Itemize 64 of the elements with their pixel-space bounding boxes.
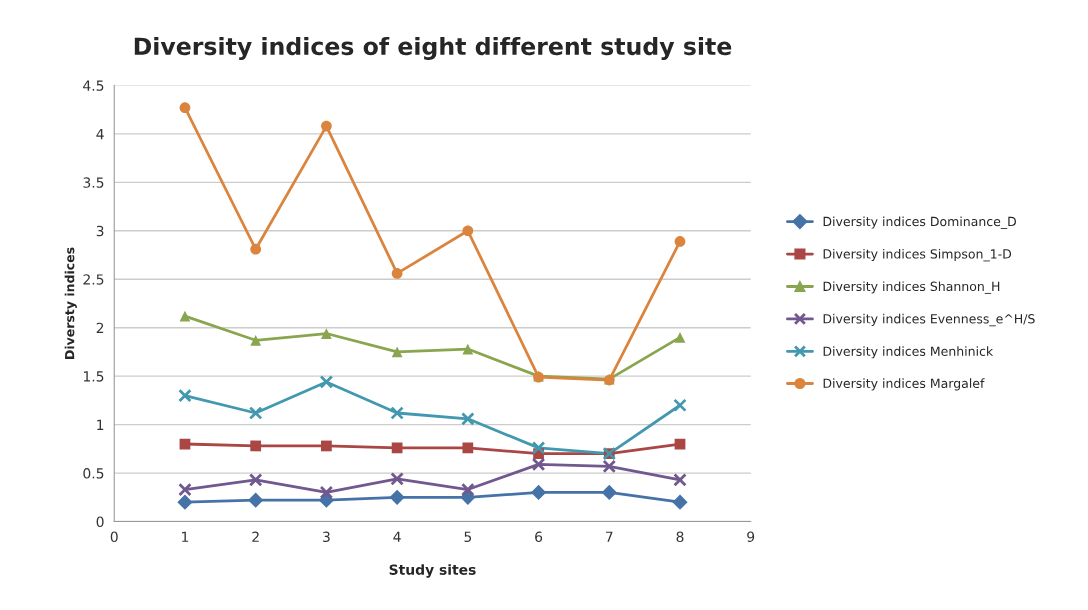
- y-tick-label: 3: [96, 225, 104, 237]
- x-tick-label: 4: [393, 531, 401, 542]
- point: [673, 473, 687, 487]
- legend-label: Diversity indices Menhinick: [823, 346, 994, 359]
- legend-label: Diversity indices Margalef: [823, 378, 985, 391]
- x-tick-label: 5: [464, 531, 472, 543]
- legend-label: Diversity indices Dominance_D: [823, 216, 1016, 229]
- legend-label: Diversity indices Evenness_e^H/S: [823, 313, 1035, 327]
- point: [321, 120, 332, 132]
- y-tick-label: 2: [96, 322, 104, 333]
- point: [390, 406, 404, 420]
- point: [462, 442, 474, 454]
- point: [674, 332, 686, 343]
- point: [177, 494, 193, 510]
- x-tick-label: 3: [323, 531, 330, 543]
- y-axis-title: Diversty indices: [64, 247, 77, 359]
- point: [462, 225, 474, 237]
- y-tick-label: 4: [96, 129, 104, 140]
- point: [674, 236, 686, 247]
- y-tick-label: 1: [97, 419, 104, 430]
- point: [321, 440, 332, 452]
- legend-label: Diversity indices Simpson_1-D: [823, 248, 1012, 262]
- point: [248, 492, 264, 508]
- point: [531, 457, 546, 472]
- point: [250, 334, 262, 346]
- point: [602, 459, 617, 474]
- point: [601, 484, 617, 501]
- point: [673, 398, 687, 413]
- point: [672, 494, 688, 510]
- point: [389, 489, 405, 505]
- y-tick-label: 0.5: [83, 468, 104, 479]
- y-tick-label: 3.5: [83, 177, 104, 188]
- point: [178, 388, 192, 403]
- y-tick-label: 1.5: [83, 371, 104, 382]
- chart-title: Diversity indices of eight different study site: [134, 36, 732, 60]
- x-tick-label: 0: [110, 531, 118, 543]
- x-tick-label: 7: [606, 531, 613, 542]
- point: [179, 102, 191, 114]
- point: [178, 482, 192, 497]
- x-axis-title: Study sites: [389, 564, 476, 578]
- point: [319, 375, 334, 389]
- y-tick-label: 4.5: [83, 80, 104, 91]
- y-tick-label: 0: [96, 516, 104, 528]
- point: [390, 472, 404, 486]
- point: [250, 243, 262, 255]
- point: [461, 412, 475, 426]
- point: [391, 268, 403, 279]
- x-tick-label: 6: [535, 531, 543, 543]
- x-tick-label: 8: [676, 531, 684, 543]
- x-tick-label: 9: [747, 531, 755, 543]
- point: [531, 441, 546, 455]
- point: [321, 328, 332, 339]
- x-tick-label: 2: [252, 531, 259, 542]
- point: [462, 343, 474, 355]
- point: [461, 482, 475, 497]
- point: [250, 440, 262, 452]
- y-tick-label: 2.5: [83, 274, 104, 285]
- point: [248, 473, 263, 487]
- legend-label: Diversity indices Shannon_H: [823, 281, 1000, 294]
- point: [391, 346, 403, 358]
- point: [530, 484, 547, 501]
- point: [248, 406, 263, 420]
- x-tick-label: 1: [182, 531, 189, 542]
- point: [319, 485, 334, 500]
